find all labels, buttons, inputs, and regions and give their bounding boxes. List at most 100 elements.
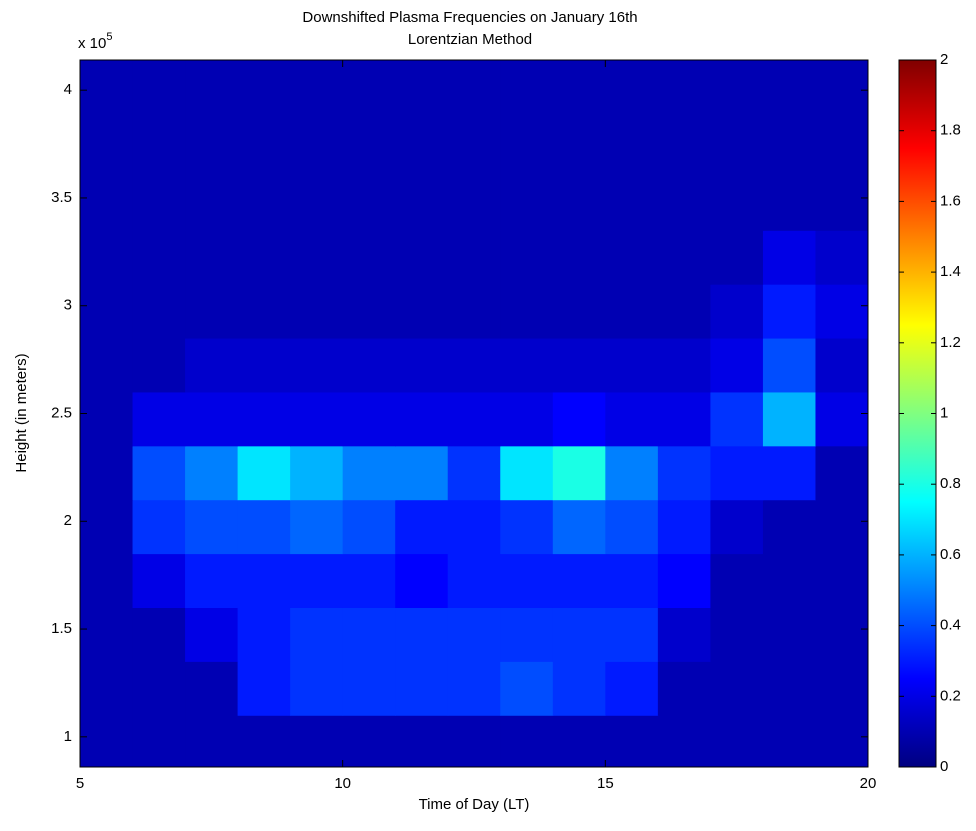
heat-cell — [290, 607, 344, 662]
y-tick-label: 4 — [64, 81, 72, 98]
heat-cell — [342, 122, 396, 177]
heat-cell — [447, 391, 501, 447]
heat-cell — [447, 176, 501, 231]
heat-cell — [132, 230, 186, 285]
heat-cell — [342, 553, 396, 608]
heat-cell — [552, 607, 606, 662]
heat-cell — [762, 338, 816, 393]
heat-cell — [447, 499, 501, 555]
heat-cell — [762, 553, 816, 608]
heat-cell — [815, 553, 869, 608]
x-axis-label: Time of Day (LT) — [419, 796, 530, 813]
heat-cell — [500, 338, 554, 393]
colorbar-tick-label: 1.6 — [940, 192, 961, 209]
heat-cell — [762, 445, 816, 501]
heat-cell — [447, 284, 501, 339]
heat-cell — [185, 60, 239, 124]
heat-cell — [762, 122, 816, 177]
heat-cell — [710, 338, 764, 393]
heat-cell — [657, 60, 711, 124]
heat-cell — [710, 122, 764, 177]
heat-cell — [237, 661, 291, 716]
heat-cell — [762, 391, 816, 447]
heat-cell — [237, 284, 291, 339]
heat-cell — [132, 607, 186, 662]
heat-cell — [395, 391, 449, 447]
chart-title: Downshifted Plasma Frequencies on Januar… — [302, 9, 637, 26]
heat-cell — [395, 338, 449, 393]
heat-cell — [710, 715, 764, 768]
heat-cell — [395, 607, 449, 662]
heat-cell — [290, 60, 344, 124]
heat-cell — [290, 284, 344, 339]
x-tick-label: 10 — [334, 775, 351, 792]
heat-cell — [237, 338, 291, 393]
heat-cell — [237, 607, 291, 662]
heat-cell — [605, 607, 659, 662]
heat-cell — [815, 284, 869, 339]
heat-cell — [237, 391, 291, 447]
heat-cell — [657, 499, 711, 555]
heat-cell — [815, 391, 869, 447]
heat-cell — [815, 176, 869, 231]
heat-cell — [710, 553, 764, 608]
heat-cell — [342, 607, 396, 662]
heat-cell — [552, 391, 606, 447]
heat-cell — [657, 284, 711, 339]
heat-cell — [395, 176, 449, 231]
heat-cell — [762, 176, 816, 231]
heat-cell — [132, 445, 186, 501]
heat-cell — [80, 176, 134, 231]
x-tick-label: 15 — [597, 775, 614, 792]
heat-cell — [552, 715, 606, 768]
colorbar-tick-label: 0 — [940, 758, 948, 775]
heat-cell — [815, 499, 869, 555]
colorbar-tick-label: 0.8 — [940, 475, 961, 492]
heat-cell — [185, 122, 239, 177]
heat-cell — [710, 176, 764, 231]
heat-cell — [237, 499, 291, 555]
heat-cell — [132, 391, 186, 447]
heat-cell — [815, 60, 869, 124]
heat-cell — [80, 445, 134, 501]
heat-cell — [657, 176, 711, 231]
heat-cell — [185, 499, 239, 555]
heat-cell — [762, 284, 816, 339]
heat-cell — [132, 284, 186, 339]
colorbar-tick-label: 0.6 — [940, 546, 961, 563]
heat-cell — [395, 715, 449, 768]
y-tick-label: 2 — [64, 512, 72, 529]
heat-cell — [500, 284, 554, 339]
heat-cell — [80, 284, 134, 339]
heat-cell — [500, 715, 554, 768]
heat-cell — [762, 230, 816, 285]
heat-cell — [395, 553, 449, 608]
heat-cell — [132, 499, 186, 555]
heat-cell — [342, 60, 396, 124]
colorbar — [898, 59, 937, 768]
heat-cell — [290, 445, 344, 501]
heat-cell — [605, 122, 659, 177]
heat-cell — [710, 230, 764, 285]
heat-cell — [657, 445, 711, 501]
heat-cell — [605, 176, 659, 231]
heat-cell — [395, 122, 449, 177]
heat-cell — [447, 715, 501, 768]
heat-cell — [815, 122, 869, 177]
heat-cell — [80, 661, 134, 716]
heat-cell — [500, 60, 554, 124]
heat-cell — [657, 338, 711, 393]
heat-cell — [500, 607, 554, 662]
heat-cell — [605, 284, 659, 339]
y-axis-label: Height (in meters) — [13, 353, 30, 472]
heat-cell — [342, 445, 396, 501]
heat-cell — [605, 445, 659, 501]
heat-cell — [290, 715, 344, 768]
colorbar-tick-label: 1.4 — [940, 263, 961, 280]
heat-cell — [710, 661, 764, 716]
heat-cell — [185, 176, 239, 231]
heat-cell — [762, 60, 816, 124]
heat-cell — [185, 338, 239, 393]
